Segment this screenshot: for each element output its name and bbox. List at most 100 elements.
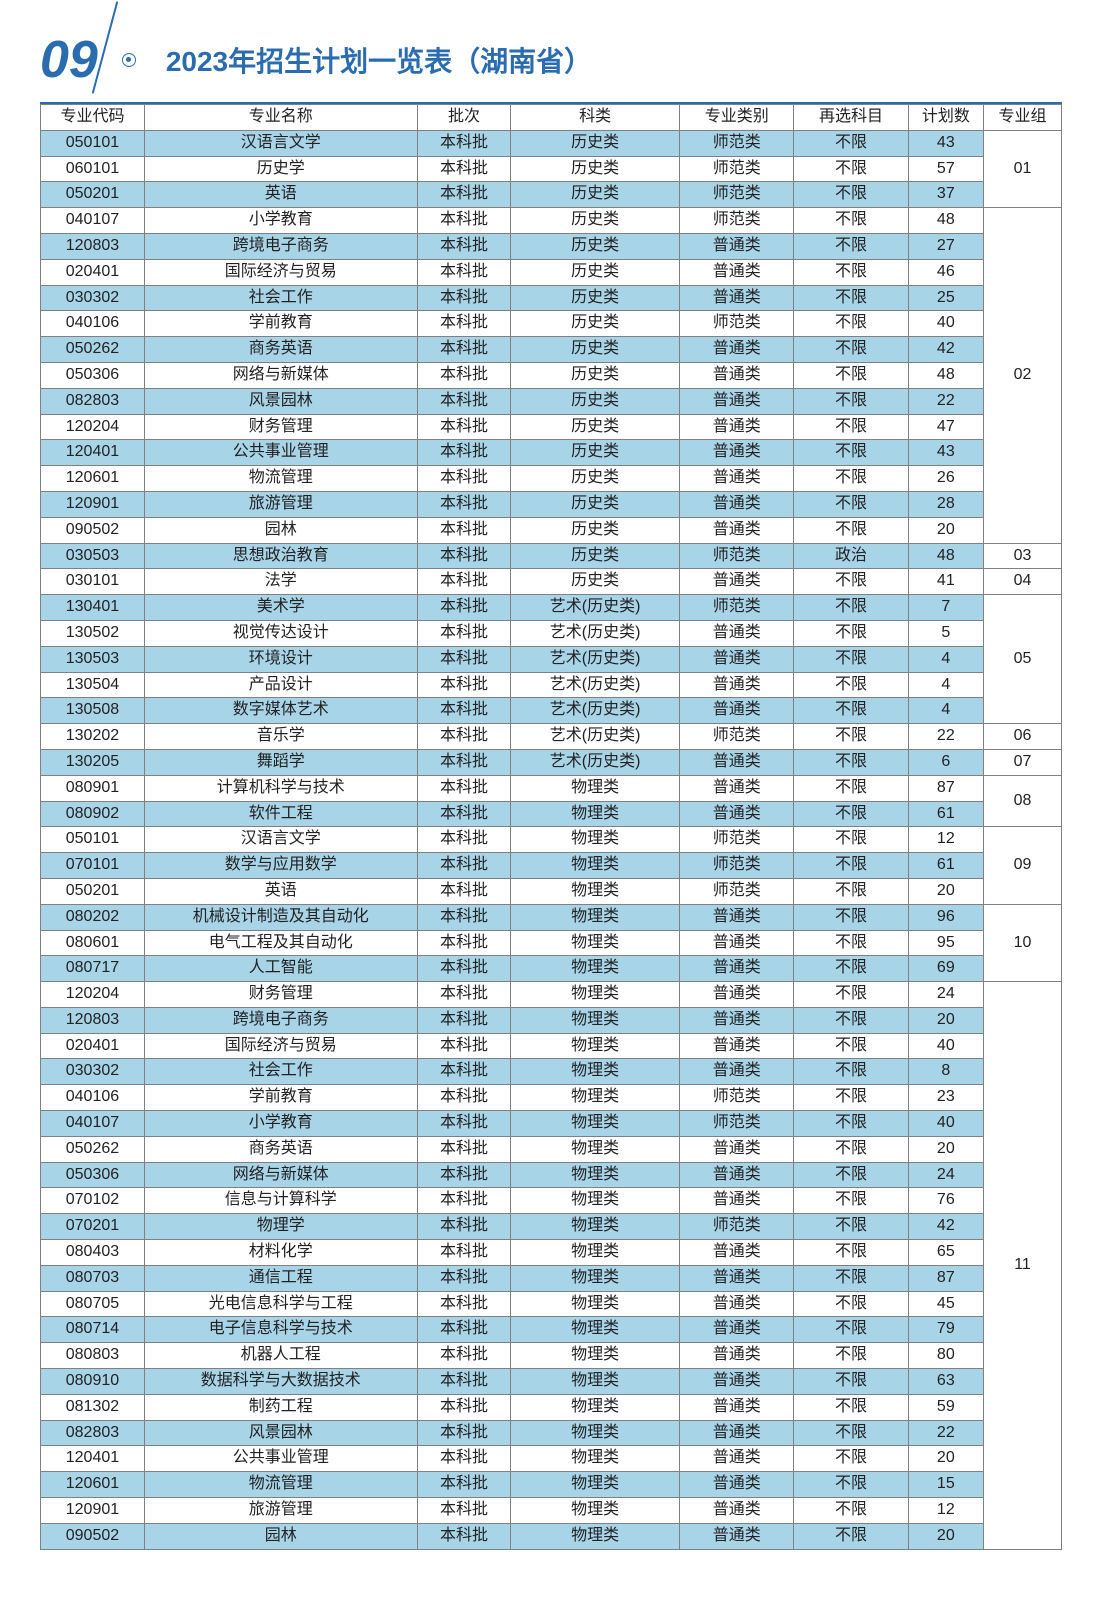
cell-code: 050262 [41, 1136, 145, 1162]
cell-name: 社会工作 [144, 1059, 417, 1085]
cell-elective: 不限 [794, 853, 908, 879]
table-row: 120204财务管理本科批历史类普通类不限47 [41, 414, 1062, 440]
cell-count: 76 [908, 1188, 983, 1214]
cell-count: 87 [908, 775, 983, 801]
cell-batch: 本科批 [417, 1033, 511, 1059]
table-header-row: 专业代码 专业名称 批次 科类 专业类别 再选科目 计划数 专业组 [41, 105, 1062, 131]
cell-code: 080403 [41, 1240, 145, 1266]
cell-elective: 不限 [794, 1162, 908, 1188]
cell-batch: 本科批 [417, 1394, 511, 1420]
cell-type: 师范类 [680, 208, 794, 234]
cell-elective: 不限 [794, 1291, 908, 1317]
cell-count: 22 [908, 724, 983, 750]
cell-name: 公共事业管理 [144, 440, 417, 466]
cell-type: 师范类 [680, 853, 794, 879]
cell-elective: 不限 [794, 878, 908, 904]
cell-elective: 不限 [794, 285, 908, 311]
cell-count: 40 [908, 311, 983, 337]
cell-type: 普通类 [680, 1007, 794, 1033]
cell-type: 普通类 [680, 337, 794, 363]
cell-count: 20 [908, 878, 983, 904]
cell-count: 8 [908, 1059, 983, 1085]
cell-code: 080901 [41, 775, 145, 801]
cell-count: 23 [908, 1085, 983, 1111]
cell-type: 师范类 [680, 543, 794, 569]
cell-type: 普通类 [680, 1033, 794, 1059]
cell-type: 师范类 [680, 1111, 794, 1137]
cell-subject: 物理类 [511, 1188, 680, 1214]
cell-code: 120803 [41, 233, 145, 259]
cell-batch: 本科批 [417, 698, 511, 724]
table-row: 040106学前教育本科批物理类师范类不限23 [41, 1085, 1062, 1111]
cell-elective: 不限 [794, 1317, 908, 1343]
cell-subject: 物理类 [511, 853, 680, 879]
cell-code: 120204 [41, 414, 145, 440]
cell-elective: 不限 [794, 1420, 908, 1446]
cell-type: 普通类 [680, 646, 794, 672]
table-row: 120601物流管理本科批历史类普通类不限26 [41, 466, 1062, 492]
cell-count: 87 [908, 1265, 983, 1291]
cell-batch: 本科批 [417, 1085, 511, 1111]
cell-count: 20 [908, 1523, 983, 1549]
cell-subject: 物理类 [511, 1369, 680, 1395]
cell-code: 130205 [41, 749, 145, 775]
cell-elective: 不限 [794, 904, 908, 930]
table-row: 080705光电信息科学与工程本科批物理类普通类不限45 [41, 1291, 1062, 1317]
cell-subject: 历史类 [511, 440, 680, 466]
cell-name: 电子信息科学与技术 [144, 1317, 417, 1343]
table-row: 080714电子信息科学与技术本科批物理类普通类不限79 [41, 1317, 1062, 1343]
cell-batch: 本科批 [417, 1265, 511, 1291]
cell-batch: 本科批 [417, 982, 511, 1008]
cell-name: 学前教育 [144, 1085, 417, 1111]
cell-code: 060101 [41, 156, 145, 182]
cell-type: 普通类 [680, 1394, 794, 1420]
cell-batch: 本科批 [417, 620, 511, 646]
cell-name: 公共事业管理 [144, 1446, 417, 1472]
cell-code: 090502 [41, 1523, 145, 1549]
cell-elective: 不限 [794, 827, 908, 853]
cell-elective: 不限 [794, 156, 908, 182]
cell-count: 27 [908, 233, 983, 259]
cell-name: 通信工程 [144, 1265, 417, 1291]
cell-elective: 不限 [794, 569, 908, 595]
table-row: 120401公共事业管理本科批历史类普通类不限43 [41, 440, 1062, 466]
cell-code: 082803 [41, 1420, 145, 1446]
cell-name: 物流管理 [144, 466, 417, 492]
cell-batch: 本科批 [417, 517, 511, 543]
cell-batch: 本科批 [417, 311, 511, 337]
cell-count: 12 [908, 827, 983, 853]
cell-name: 风景园林 [144, 388, 417, 414]
cell-batch: 本科批 [417, 388, 511, 414]
table-row: 082803风景园林本科批历史类普通类不限22 [41, 388, 1062, 414]
table-row: 030302社会工作本科批历史类普通类不限25 [41, 285, 1062, 311]
table-row: 130205舞蹈学本科批艺术(历史类)普通类不限607 [41, 749, 1062, 775]
cell-code: 080202 [41, 904, 145, 930]
cell-count: 5 [908, 620, 983, 646]
page-header: 09 2023年招生计划一览表（湖南省） [40, 30, 1062, 90]
cell-name: 电气工程及其自动化 [144, 930, 417, 956]
cell-name: 产品设计 [144, 672, 417, 698]
cell-code: 120601 [41, 466, 145, 492]
cell-name: 商务英语 [144, 337, 417, 363]
cell-count: 6 [908, 749, 983, 775]
cell-batch: 本科批 [417, 1317, 511, 1343]
cell-name: 英语 [144, 182, 417, 208]
cell-elective: 不限 [794, 1085, 908, 1111]
cell-name: 数字媒体艺术 [144, 698, 417, 724]
table-body: 050101汉语言文学本科批历史类师范类不限4301060101历史学本科批历史… [41, 130, 1062, 1549]
cell-count: 48 [908, 208, 983, 234]
cell-name: 跨境电子商务 [144, 233, 417, 259]
cell-subject: 历史类 [511, 182, 680, 208]
cell-subject: 物理类 [511, 1240, 680, 1266]
cell-type: 普通类 [680, 362, 794, 388]
cell-count: 43 [908, 440, 983, 466]
table-row: 120901旅游管理本科批物理类普通类不限12 [41, 1498, 1062, 1524]
cell-elective: 不限 [794, 233, 908, 259]
cell-name: 机器人工程 [144, 1343, 417, 1369]
cell-elective: 不限 [794, 388, 908, 414]
cell-name: 光电信息科学与工程 [144, 1291, 417, 1317]
cell-elective: 不限 [794, 698, 908, 724]
table-row: 130503环境设计本科批艺术(历史类)普通类不限4 [41, 646, 1062, 672]
cell-elective: 不限 [794, 1214, 908, 1240]
cell-subject: 物理类 [511, 1498, 680, 1524]
